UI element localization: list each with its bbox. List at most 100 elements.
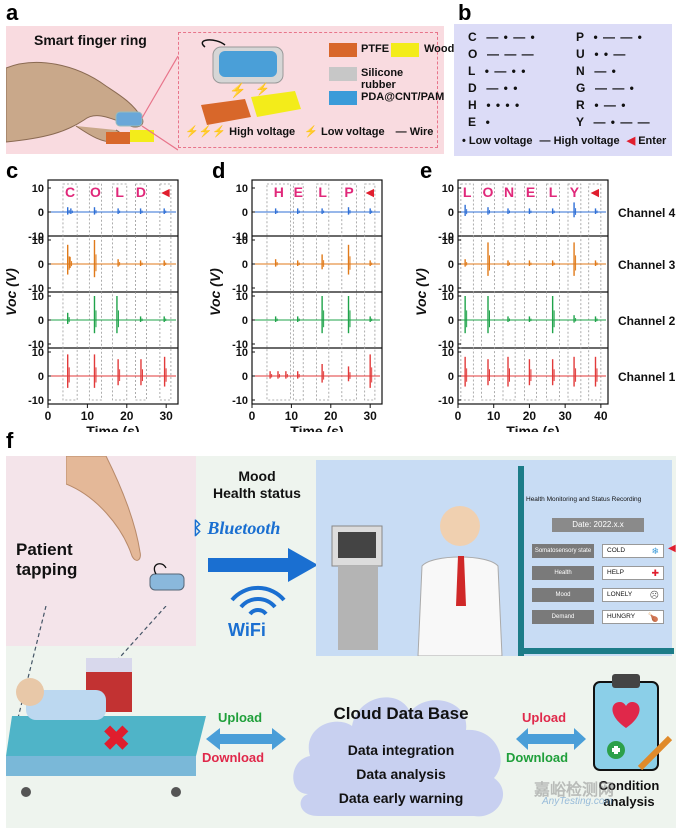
y-tick-label: -10 [438, 231, 454, 243]
chart-letter-label: D [136, 184, 146, 200]
patient-bed-illustration: ✖ [6, 606, 206, 797]
morse-code: • — • [585, 98, 627, 112]
low-voltage-label: Low voltage [321, 126, 385, 138]
y-tick-label: 10 [236, 347, 248, 359]
morse-letter: H [468, 98, 478, 112]
morse-letter: C [468, 30, 478, 44]
cloud-shape [293, 697, 504, 817]
upload-label-left: Upload [218, 710, 263, 725]
code-left-row-l: L • — • • [468, 64, 526, 78]
x-axis-label: Time (s) [290, 423, 343, 432]
keystroke-box [135, 183, 147, 401]
y-tick-label: 10 [442, 235, 454, 247]
morse-letter: O [468, 47, 479, 61]
y-tick-label: 10 [236, 183, 248, 195]
high-voltage-label: High voltage [229, 126, 296, 138]
panel-letter-a: a [6, 0, 19, 25]
chart-letter-label: L [549, 184, 558, 200]
morse-code: • — • • [476, 64, 527, 78]
panel-a-ring-illustration: Smart finger ring ⚡ ⚡ PTFE Wood Silicone… [6, 26, 454, 154]
selected-row-indicator-icon: ◀ [668, 543, 676, 554]
morse-letter: E [468, 115, 478, 129]
morse-code: — — • [586, 81, 635, 95]
y-tick-label: 0 [448, 315, 454, 327]
date-field: Date: 2022.x.x [552, 518, 644, 532]
channel-label-3: Channel 3 [618, 258, 676, 272]
high-voltage-icon: ⚡⚡⚡ [185, 126, 227, 138]
monitor-row-label: Mood [532, 588, 594, 602]
monitor-row-label: Somatosensory state [532, 544, 594, 558]
enter-triangle-icon: ◀ [626, 135, 636, 147]
watermark-cn: 嘉峪检测网 [534, 782, 615, 799]
legend-enter: Enter [638, 135, 667, 147]
ring-device-diagram: ⚡ ⚡ [201, 39, 301, 125]
y-tick-label: 10 [32, 235, 44, 247]
bluetooth-icon: ᛒ [192, 518, 203, 538]
morse-code: — • — — [584, 115, 651, 129]
y-axis-label: Voc (V) [413, 268, 429, 316]
y-tick-label: 10 [236, 291, 248, 303]
code-left-row-e: E • [468, 115, 491, 129]
chart-letter-label: N [504, 184, 514, 200]
x-tick-label: 10 [81, 409, 95, 423]
channel-label-4: Channel 4 [618, 206, 676, 220]
y-tick-label: -10 [232, 339, 248, 351]
legend-low-voltage: Low voltage [468, 135, 533, 147]
x-tick-label: 30 [558, 409, 572, 423]
chart-letter-label: E [526, 184, 535, 200]
y-tick-label: -10 [232, 283, 248, 295]
y-tick-label: 10 [32, 183, 44, 195]
keystroke-box [481, 183, 495, 401]
morse-code: — • • [477, 81, 519, 95]
x-tick-label: 40 [594, 409, 608, 423]
wifi-icon [230, 585, 286, 616]
monitor-row-label: Health [532, 566, 594, 580]
keystroke-box [364, 183, 376, 401]
legend-high-voltage: High voltage [553, 135, 620, 147]
x-tick-label: 20 [324, 409, 338, 423]
patient-tapping-label: Patient tapping [16, 540, 78, 579]
y-tick-label: -10 [28, 283, 44, 295]
ring-detail-box: ⚡ ⚡ PTFE Wood Silicone rubber PDA@CNT/PA… [178, 32, 454, 148]
svg-text:✖: ✖ [102, 720, 131, 758]
code-right-row-r: R • — • [576, 98, 626, 112]
chart-letter-label: C [65, 184, 75, 200]
x-tick-label: 30 [160, 409, 174, 423]
keystroke-box [88, 183, 102, 401]
morse-code: — • — • [477, 30, 536, 44]
chart-letter-label: L [115, 184, 124, 200]
keystroke-box [460, 183, 474, 401]
chart-letter-label: L [463, 184, 472, 200]
code-right-row-y: Y — • — — [576, 115, 651, 129]
morse-code: • • — [585, 47, 627, 61]
y-tick-label: 10 [32, 291, 44, 303]
pda-label: PDA@CNT/PAM [361, 91, 445, 103]
y-tick-label: -10 [232, 395, 248, 407]
code-right-row-n: N — • [576, 64, 617, 78]
morse-code: — — — [478, 47, 535, 61]
bluetooth-row: ᛒ Bluetooth [192, 518, 280, 539]
clipboard-heart-icon [593, 674, 673, 771]
keystroke-box [546, 183, 560, 401]
morse-code: • • • • [477, 98, 521, 112]
code-right-row-g: G — — • [576, 81, 635, 95]
code-left-row-d: D — • • [468, 81, 518, 95]
panel-letter-c: c [6, 158, 19, 183]
y-tick-label: 10 [442, 347, 454, 359]
channel-label-2: Channel 2 [618, 314, 676, 328]
chart-letter-label: H [274, 184, 284, 200]
monitor-row-value: HUNGRY 🍗 [602, 610, 664, 624]
svg-text:⚡: ⚡ [255, 82, 270, 96]
download-label-left: Download [202, 750, 265, 765]
wood-swatch [391, 43, 419, 57]
x-axis-label: Time (s) [86, 423, 139, 432]
y-tick-label: 0 [448, 259, 454, 271]
morse-letter: N [576, 64, 586, 78]
y-tick-label: 0 [448, 207, 454, 219]
low-voltage-icon: ⚡ [304, 126, 318, 138]
ptfe-swatch [329, 43, 357, 57]
morse-letter: P [576, 30, 585, 44]
y-tick-label: 0 [38, 259, 44, 271]
monitor-value-text: COLD [607, 547, 626, 554]
